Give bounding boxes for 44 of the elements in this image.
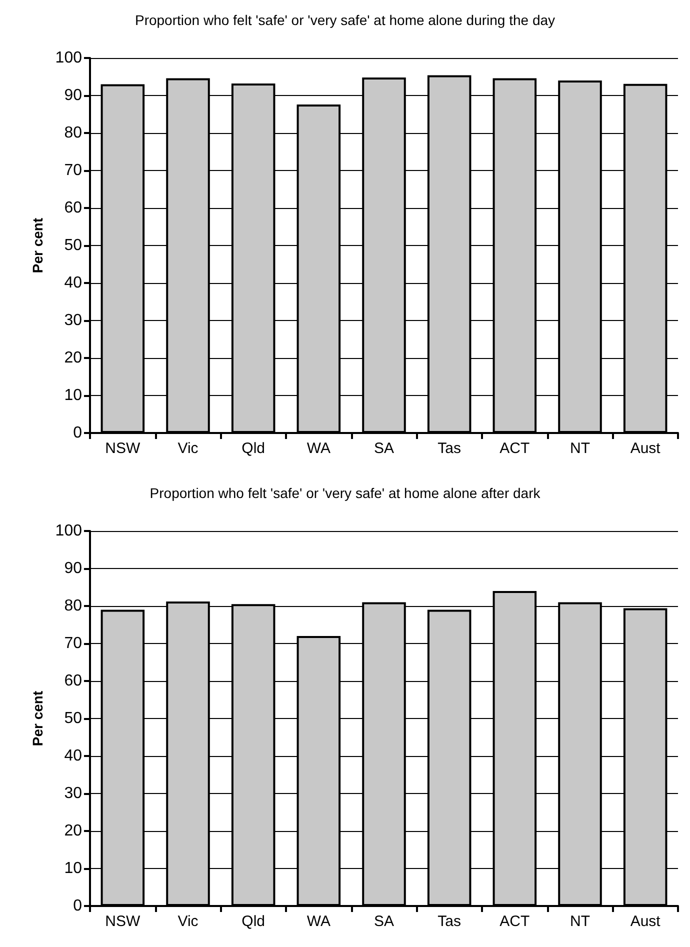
y-tick-label: 10 — [64, 860, 82, 877]
y-tick-label: 40 — [64, 274, 82, 292]
x-tick-label: ACT — [500, 913, 530, 930]
y-tick-label: 90 — [64, 87, 82, 104]
y-axis-title: Per cent — [29, 690, 46, 746]
chart-title: Proportion who felt 'safe' or 'very safe' at home alone after dark — [150, 485, 542, 501]
y-tick-label: 90 — [64, 560, 82, 577]
y-tick-label: 0 — [73, 898, 82, 914]
y-tick-label: 40 — [64, 748, 82, 764]
x-tick-label: NSW — [105, 440, 142, 457]
x-tick-label: Vic — [178, 913, 199, 930]
y-tick-label: 0 — [73, 424, 82, 442]
y-tick-label: 10 — [64, 387, 82, 404]
y-tick-label: 70 — [64, 162, 82, 179]
y-tick-label: 20 — [64, 350, 82, 366]
x-tick-label: Qld — [242, 913, 266, 930]
y-tick-label: 70 — [64, 635, 82, 652]
x-tick-label: WA — [306, 440, 330, 457]
y-tick-label: 80 — [64, 124, 82, 142]
y-tick-label: 80 — [64, 598, 82, 614]
y-tick-label: 60 — [64, 200, 82, 216]
x-tick-label: Qld — [242, 440, 266, 457]
x-tick-label: Vic — [178, 440, 199, 457]
y-tick-label: 30 — [64, 312, 82, 329]
x-tick-label: Tas — [438, 913, 462, 930]
y-tick-label: 30 — [64, 785, 82, 802]
x-tick-label: NT — [570, 913, 590, 930]
x-tick-label: Aust — [630, 440, 662, 457]
y-tick-label: 20 — [64, 822, 82, 840]
x-tick-label: ACT — [500, 440, 530, 457]
y-tick-label: 100 — [55, 50, 82, 66]
x-tick-label: Aust — [630, 913, 662, 930]
x-tick-label: SA — [374, 913, 394, 930]
x-tick-label: NSW — [105, 913, 142, 930]
y-tick-label: 100 — [55, 522, 82, 540]
y-tick-label: 50 — [64, 237, 82, 254]
y-tick-label: 50 — [64, 710, 82, 727]
x-tick-label: Tas — [438, 440, 462, 457]
y-axis-title: Per cent — [29, 218, 46, 274]
y-tick-label: 60 — [64, 672, 82, 690]
chart-title: Proportion who felt 'safe' or 'very safe' at home alone during the day — [134, 12, 556, 28]
x-tick-label: SA — [374, 440, 394, 457]
x-tick-label: NT — [570, 440, 590, 457]
x-tick-label: WA — [306, 913, 330, 930]
